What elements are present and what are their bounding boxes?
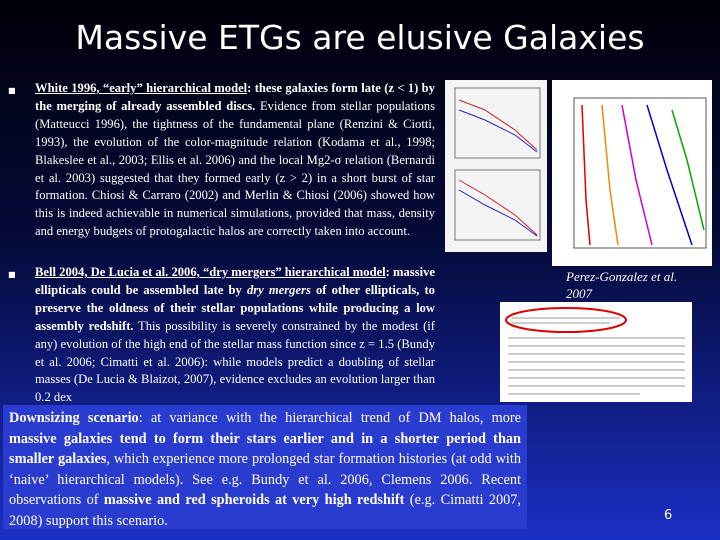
bullet: White 1996, “early” hierarchical model: … bbox=[35, 80, 435, 241]
curve bbox=[458, 99, 538, 151]
text-lines bbox=[508, 317, 685, 395]
bullet-marker: ■ bbox=[8, 86, 16, 95]
bullet-text: This possibility is severely constrained… bbox=[35, 318, 435, 405]
bullet: Bell 2004, De Lucia et al. 2006, “dry me… bbox=[35, 264, 435, 407]
figure-bg bbox=[552, 80, 712, 266]
box-text: Downsizing scenario bbox=[9, 410, 139, 426]
bullet-text: dry mergers bbox=[246, 282, 311, 297]
curve bbox=[581, 104, 591, 246]
slide-title: Massive ETGs are elusive Galaxies bbox=[75, 18, 645, 57]
figure-caption: Perez-Gonzalez et al. 2007 bbox=[566, 269, 678, 301]
bullet-text: Bell 2004, De Lucia et al. 2006, “dry me… bbox=[35, 265, 386, 279]
box-text: massive galaxies tend to form their star… bbox=[9, 430, 521, 468]
box-text: , which experience more prolonged star f… bbox=[9, 451, 521, 508]
curve bbox=[621, 104, 653, 246]
box-text: massive and red spheroids at very high r… bbox=[103, 492, 405, 508]
figure-bottom bbox=[500, 302, 692, 402]
page-number: 6 bbox=[664, 508, 673, 523]
bullet-text: of other ellipticals, to preserve the ol… bbox=[35, 282, 435, 333]
curve bbox=[646, 104, 693, 246]
panel bbox=[454, 87, 541, 159]
bullet-text: : massive ellipticals could be assembled… bbox=[35, 265, 435, 297]
figure-right bbox=[552, 80, 712, 266]
panel bbox=[454, 169, 541, 241]
curve bbox=[458, 189, 538, 237]
bullet-text: Evidence from stellar populations (Matte… bbox=[35, 98, 436, 239]
bullet-text: : these galaxies form late (z < 1) by th… bbox=[35, 81, 435, 113]
curve bbox=[458, 179, 538, 236]
bullet-text: White 1996, “early” hierarchical model bbox=[35, 81, 248, 95]
figure-bg bbox=[445, 80, 547, 252]
figure-left bbox=[445, 80, 547, 252]
box-text: (e.g. Cimatti 2007, 2008) support this s… bbox=[9, 492, 522, 529]
curve bbox=[601, 104, 619, 246]
figure-bg bbox=[500, 302, 692, 402]
curve bbox=[458, 109, 538, 153]
curve bbox=[671, 109, 705, 231]
bullet-marker: ■ bbox=[8, 270, 16, 279]
box-text: : at variance with the hierarchical tren… bbox=[138, 410, 521, 426]
panel bbox=[573, 97, 707, 249]
text-box: Downsizing scenario: at variance with th… bbox=[3, 405, 527, 529]
highlight-ellipse bbox=[505, 307, 627, 333]
